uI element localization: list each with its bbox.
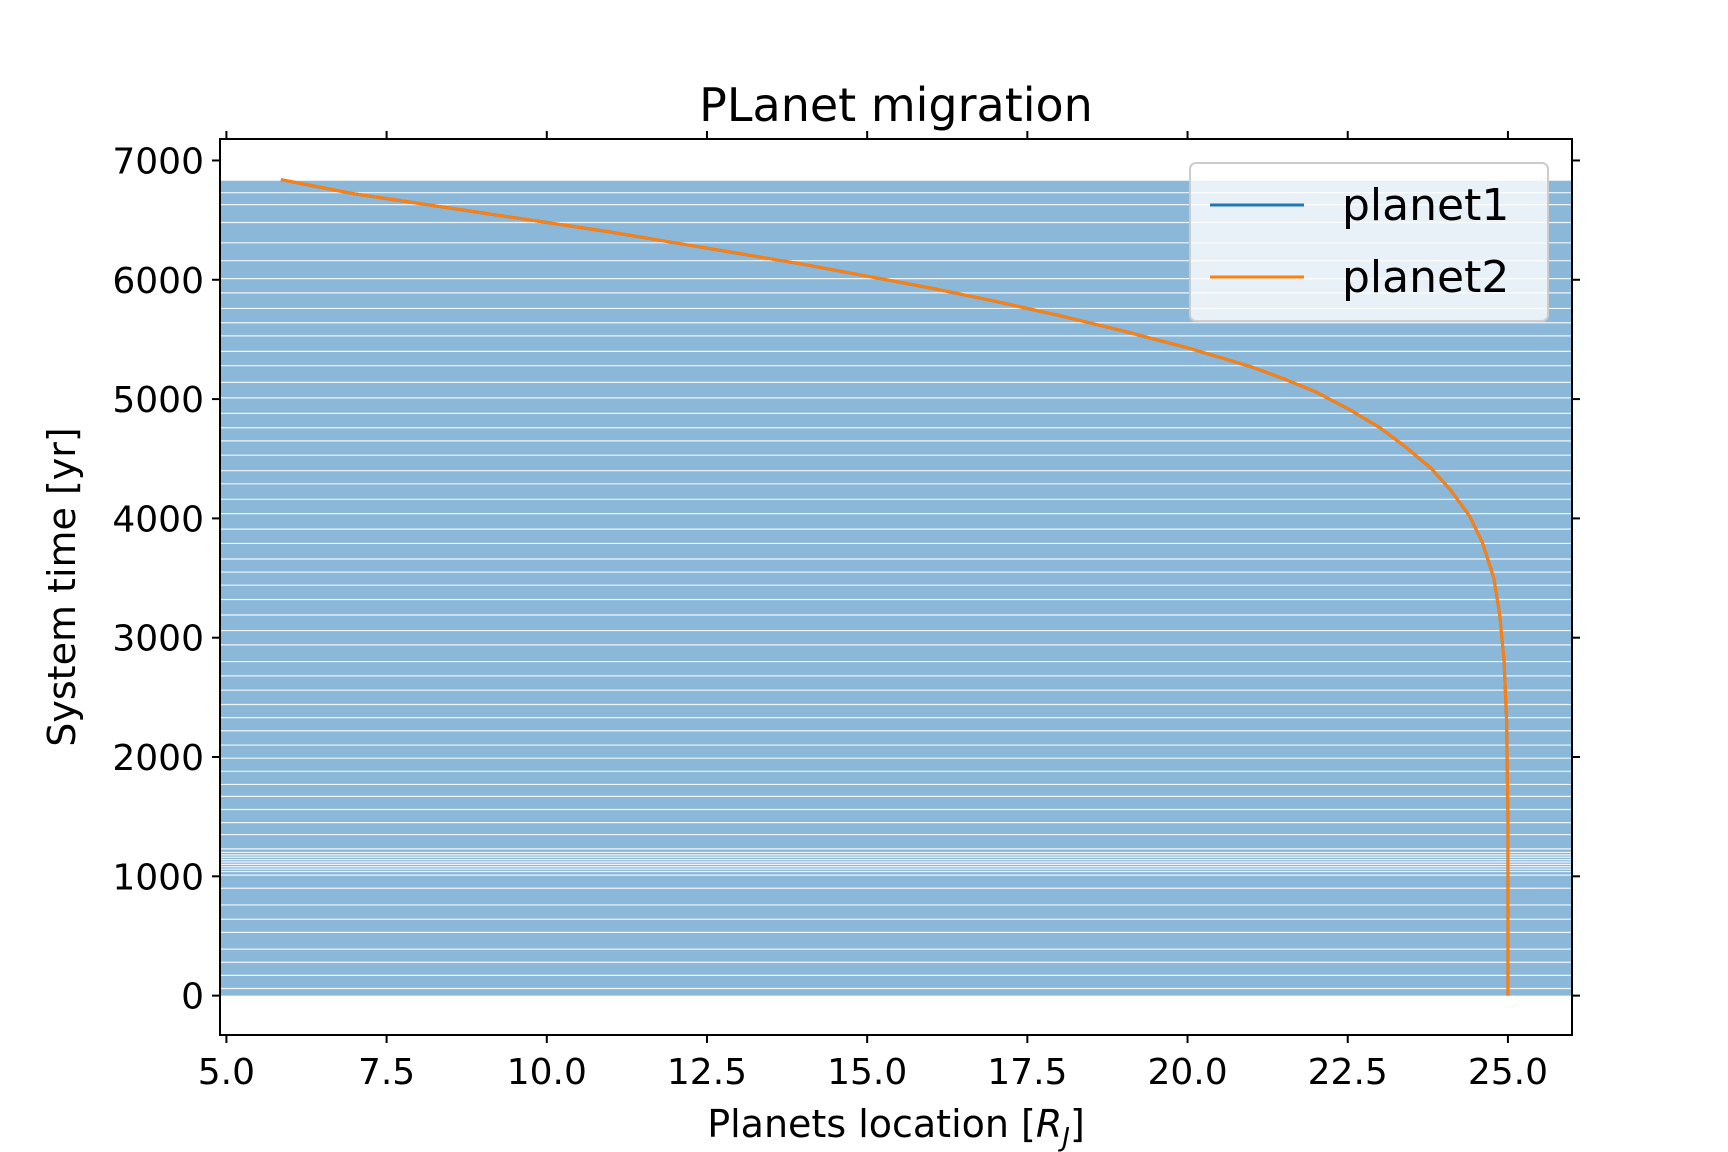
x-axis-label-symbol: R [1036,1102,1062,1146]
y-tick-label: 5000 [112,380,204,421]
series-line-planet2 [280,178,1510,996]
x-axis-label-close: ] [1070,1102,1085,1146]
x-tick-label: 10.0 [507,1052,587,1093]
series-lines [280,178,1510,996]
y-tick-label: 6000 [112,261,204,302]
x-axis-ticks: 5.0 7.5 10.0 12.5 15.0 17.5 20.0 22.5 25.0 [198,131,1548,1093]
y-axis-label: System time [yr] [40,427,84,746]
y-tick-label: 0 [181,977,204,1018]
y-tick-label: 7000 [112,141,204,182]
legend-label-planet2: planet2 [1342,252,1509,303]
x-axis-label: Planets location [RJ] [707,1102,1085,1152]
y-tick-label: 4000 [112,499,204,540]
x-tick-label: 17.5 [987,1052,1067,1093]
legend: planet1 planet2 [1189,162,1549,322]
x-axis-label-main: Planets location [ [707,1102,1036,1146]
x-tick-label: 20.0 [1147,1052,1227,1093]
x-tick-label: 22.5 [1308,1052,1388,1093]
legend-box [1189,162,1549,322]
y-tick-label: 1000 [112,857,204,898]
x-tick-label: 12.5 [667,1052,747,1093]
y-tick-label: 3000 [112,619,204,660]
chart-title: PLanet migration [699,78,1093,132]
x-tick-label: 7.5 [358,1052,415,1093]
y-tick-label: 2000 [112,738,204,779]
legend-label-planet1: planet1 [1342,180,1509,231]
x-tick-label: 15.0 [827,1052,907,1093]
x-tick-label: 5.0 [198,1052,255,1093]
y-axis-ticks: 0 1000 2000 3000 4000 5000 6000 7000 [112,141,1580,1018]
plot-frame [219,138,1573,1036]
x-tick-label: 25.0 [1468,1052,1548,1093]
